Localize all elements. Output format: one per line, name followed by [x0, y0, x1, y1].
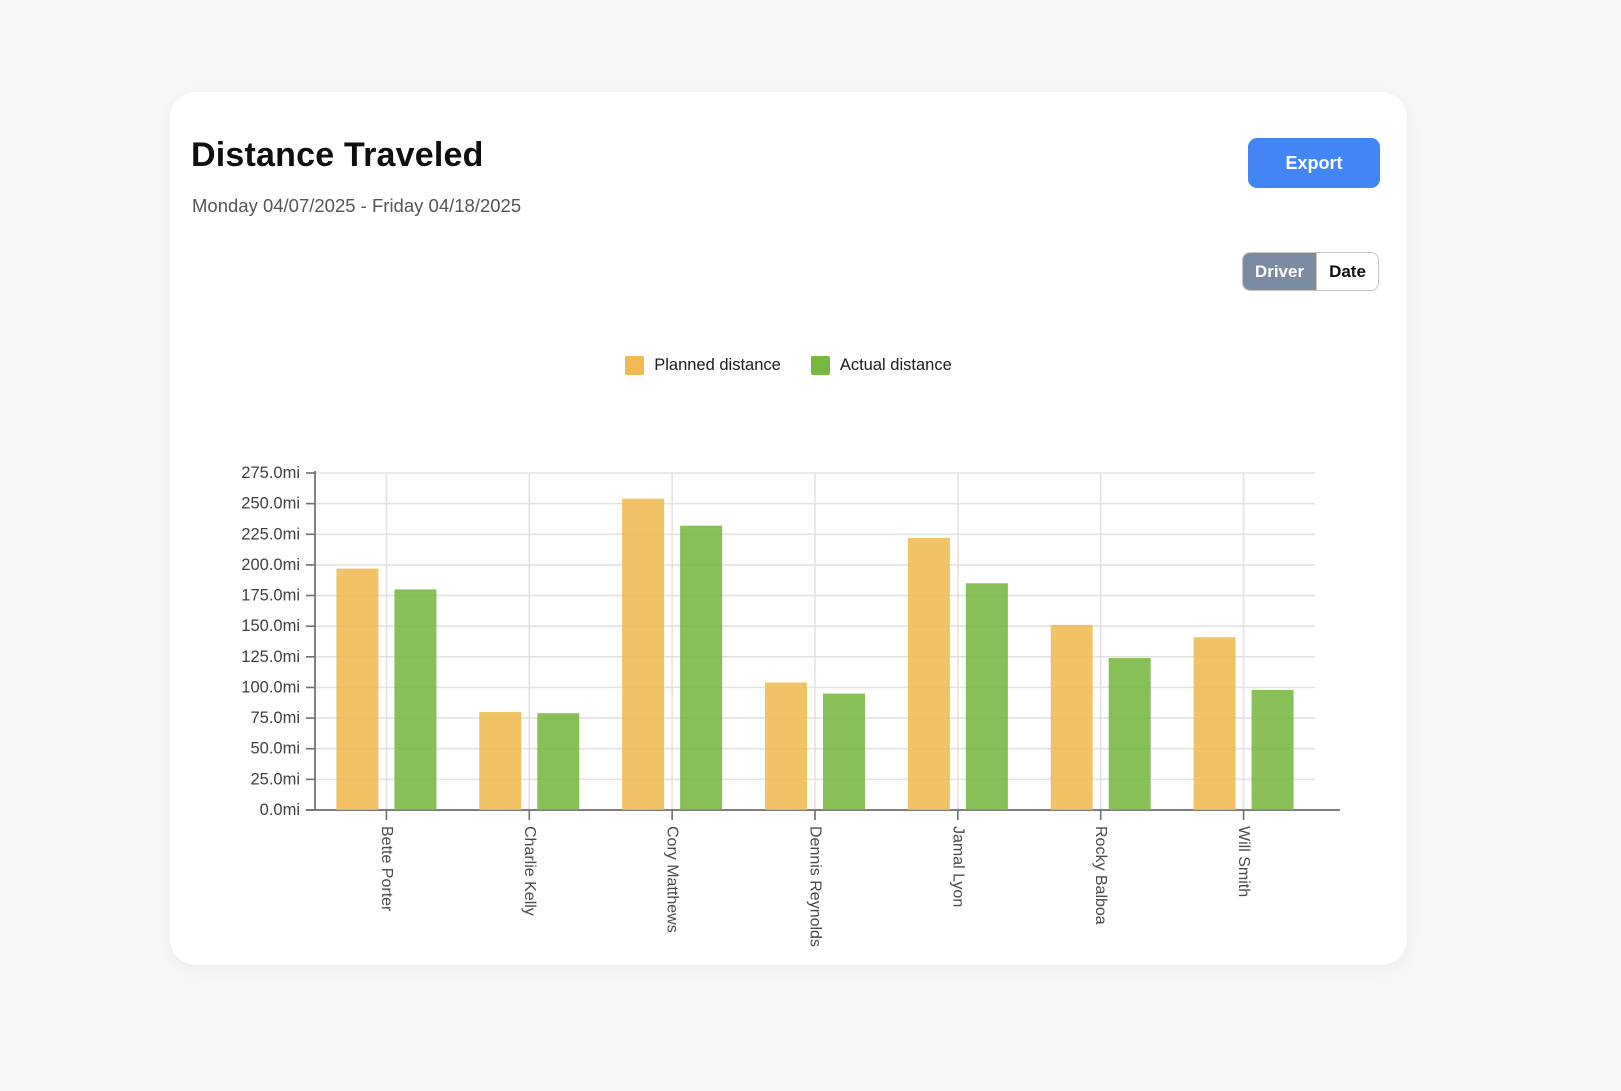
y-tick-label: 0.0mi — [260, 801, 300, 819]
chart-legend: Planned distance Actual distance — [170, 356, 1407, 375]
bar-planned-distance-will-smith[interactable] — [1193, 637, 1236, 810]
y-tick-label: 150.0mi — [241, 617, 300, 635]
legend-swatch-actual-distance — [810, 356, 830, 375]
y-tick-label: 250.0mi — [241, 495, 300, 513]
bar-planned-distance-charlie-kelly[interactable] — [479, 711, 522, 810]
legend-item-actual-distance[interactable]: Actual distance — [810, 356, 952, 375]
bar-actual-distance-bette-porter[interactable] — [394, 589, 437, 810]
x-tick-label-jamal-lyon: Jamal Lyon — [949, 826, 966, 907]
y-tick-label: 125.0mi — [241, 648, 300, 666]
legend-label: Planned distance — [654, 356, 781, 374]
bar-planned-distance-cory-matthews[interactable] — [622, 498, 665, 810]
bar-actual-distance-rocky-balboa[interactable] — [1108, 658, 1151, 810]
bar-actual-distance-will-smith[interactable] — [1251, 689, 1294, 810]
x-tick-label-cory-matthews: Cory Matthews — [664, 826, 681, 933]
bar-actual-distance-charlie-kelly[interactable] — [537, 713, 580, 810]
page-title: Distance Traveled — [191, 136, 484, 174]
x-tick-label-dennis-reynolds: Dennis Reynolds — [807, 826, 824, 947]
bar-planned-distance-rocky-balboa[interactable] — [1050, 624, 1093, 810]
toggle-option-driver[interactable]: Driver — [1243, 253, 1317, 290]
bar-planned-distance-jamal-lyon[interactable] — [907, 537, 950, 810]
bar-planned-distance-bette-porter[interactable] — [336, 568, 379, 810]
y-tick-label: 25.0mi — [250, 770, 300, 788]
bar-actual-distance-dennis-reynolds[interactable] — [823, 693, 865, 810]
bar-planned-distance-dennis-reynolds[interactable] — [765, 682, 807, 810]
group-by-toggle: Driver Date — [1242, 252, 1379, 291]
y-tick-label: 175.0mi — [241, 587, 300, 605]
distance-traveled-card: Distance Traveled Monday 04/07/2025 - Fr… — [170, 92, 1407, 965]
y-tick-label: 275.0mi — [241, 464, 300, 482]
legend-item-planned-distance[interactable]: Planned distance — [625, 356, 781, 375]
y-tick-label: 225.0mi — [241, 525, 300, 543]
distance-bar-chart: 0.0mi 25.0mi 50.0mi 75.0mi 100.0mi 125.0mi 150… — [241, 464, 1340, 947]
y-tick-label: 75.0mi — [250, 709, 300, 727]
bar-actual-distance-jamal-lyon[interactable] — [965, 583, 1008, 810]
x-tick-label-bette-porter: Bette Porter — [378, 826, 395, 912]
toggle-option-date[interactable]: Date — [1317, 253, 1378, 290]
y-tick-label: 100.0mi — [241, 678, 300, 696]
x-tick-label-rocky-balboa: Rocky Balboa — [1092, 826, 1109, 925]
y-tick-label: 200.0mi — [241, 556, 300, 574]
x-tick-label-will-smith: Will Smith — [1235, 826, 1252, 897]
y-tick-label: 50.0mi — [250, 740, 300, 758]
export-button[interactable]: Export — [1248, 138, 1380, 188]
legend-label: Actual distance — [839, 356, 952, 374]
x-tick-label-charlie-kelly: Charlie Kelly — [521, 826, 538, 916]
bar-actual-distance-cory-matthews[interactable] — [680, 525, 723, 810]
date-range: Monday 04/07/2025 - Friday 04/18/2025 — [192, 195, 522, 216]
legend-swatch-planned-distance — [625, 356, 645, 375]
